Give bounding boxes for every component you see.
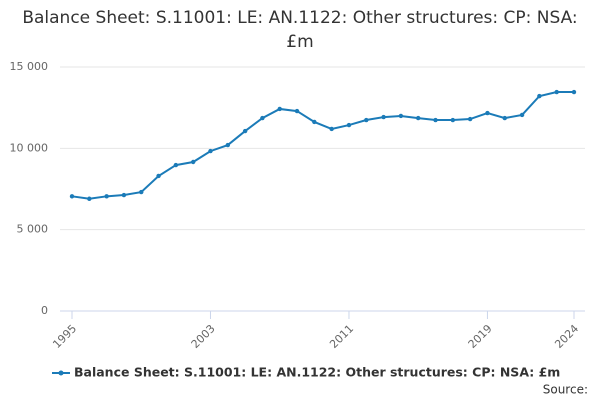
data-point <box>104 194 109 199</box>
data-point <box>225 142 230 148</box>
y-tick-label: 0 <box>41 304 48 317</box>
data-point <box>450 117 456 123</box>
data-point <box>537 93 542 99</box>
data-point <box>364 117 369 123</box>
source: Source: <box>543 383 588 397</box>
data-point <box>416 115 421 121</box>
data-point <box>294 108 300 114</box>
data-point <box>519 112 525 118</box>
data-point <box>139 189 144 195</box>
data-point <box>190 159 196 165</box>
x-tick-label: 1995 <box>50 322 79 351</box>
data-point <box>346 122 352 128</box>
data-point <box>571 89 577 95</box>
y-tick-label: 10 000 <box>10 141 49 154</box>
data-point <box>467 116 473 122</box>
data-point <box>69 194 75 199</box>
x-tick-label: 2011 <box>327 322 356 351</box>
data-point <box>173 162 179 168</box>
data-point <box>433 117 438 123</box>
series-line <box>71 91 574 200</box>
data-point <box>87 196 92 201</box>
data-point <box>502 115 507 121</box>
data-point <box>121 192 127 198</box>
x-tick-label: 2003 <box>189 322 218 351</box>
data-point <box>242 128 248 134</box>
chart-title: Balance Sheet: S.11001: LE: AN.1122: Oth… <box>22 8 578 52</box>
legend-marker <box>58 370 64 376</box>
data-point <box>156 173 161 179</box>
legend-label: Balance Sheet: S.11001: LE: AN.1122: Oth… <box>74 365 560 380</box>
data-point <box>312 119 317 125</box>
data-point <box>208 148 213 154</box>
y-tick-label: 5 000 <box>17 223 49 236</box>
y-tick-label: 15 000 <box>10 60 49 73</box>
data-point <box>554 89 559 95</box>
data-point <box>329 126 334 132</box>
x-tick-label: 2019 <box>466 322 495 351</box>
data-point <box>398 113 404 119</box>
data-point <box>277 106 282 112</box>
data-point <box>381 114 386 120</box>
x-tick-label: 2024 <box>552 322 581 351</box>
data-point <box>485 110 490 116</box>
data-point <box>260 115 265 121</box>
